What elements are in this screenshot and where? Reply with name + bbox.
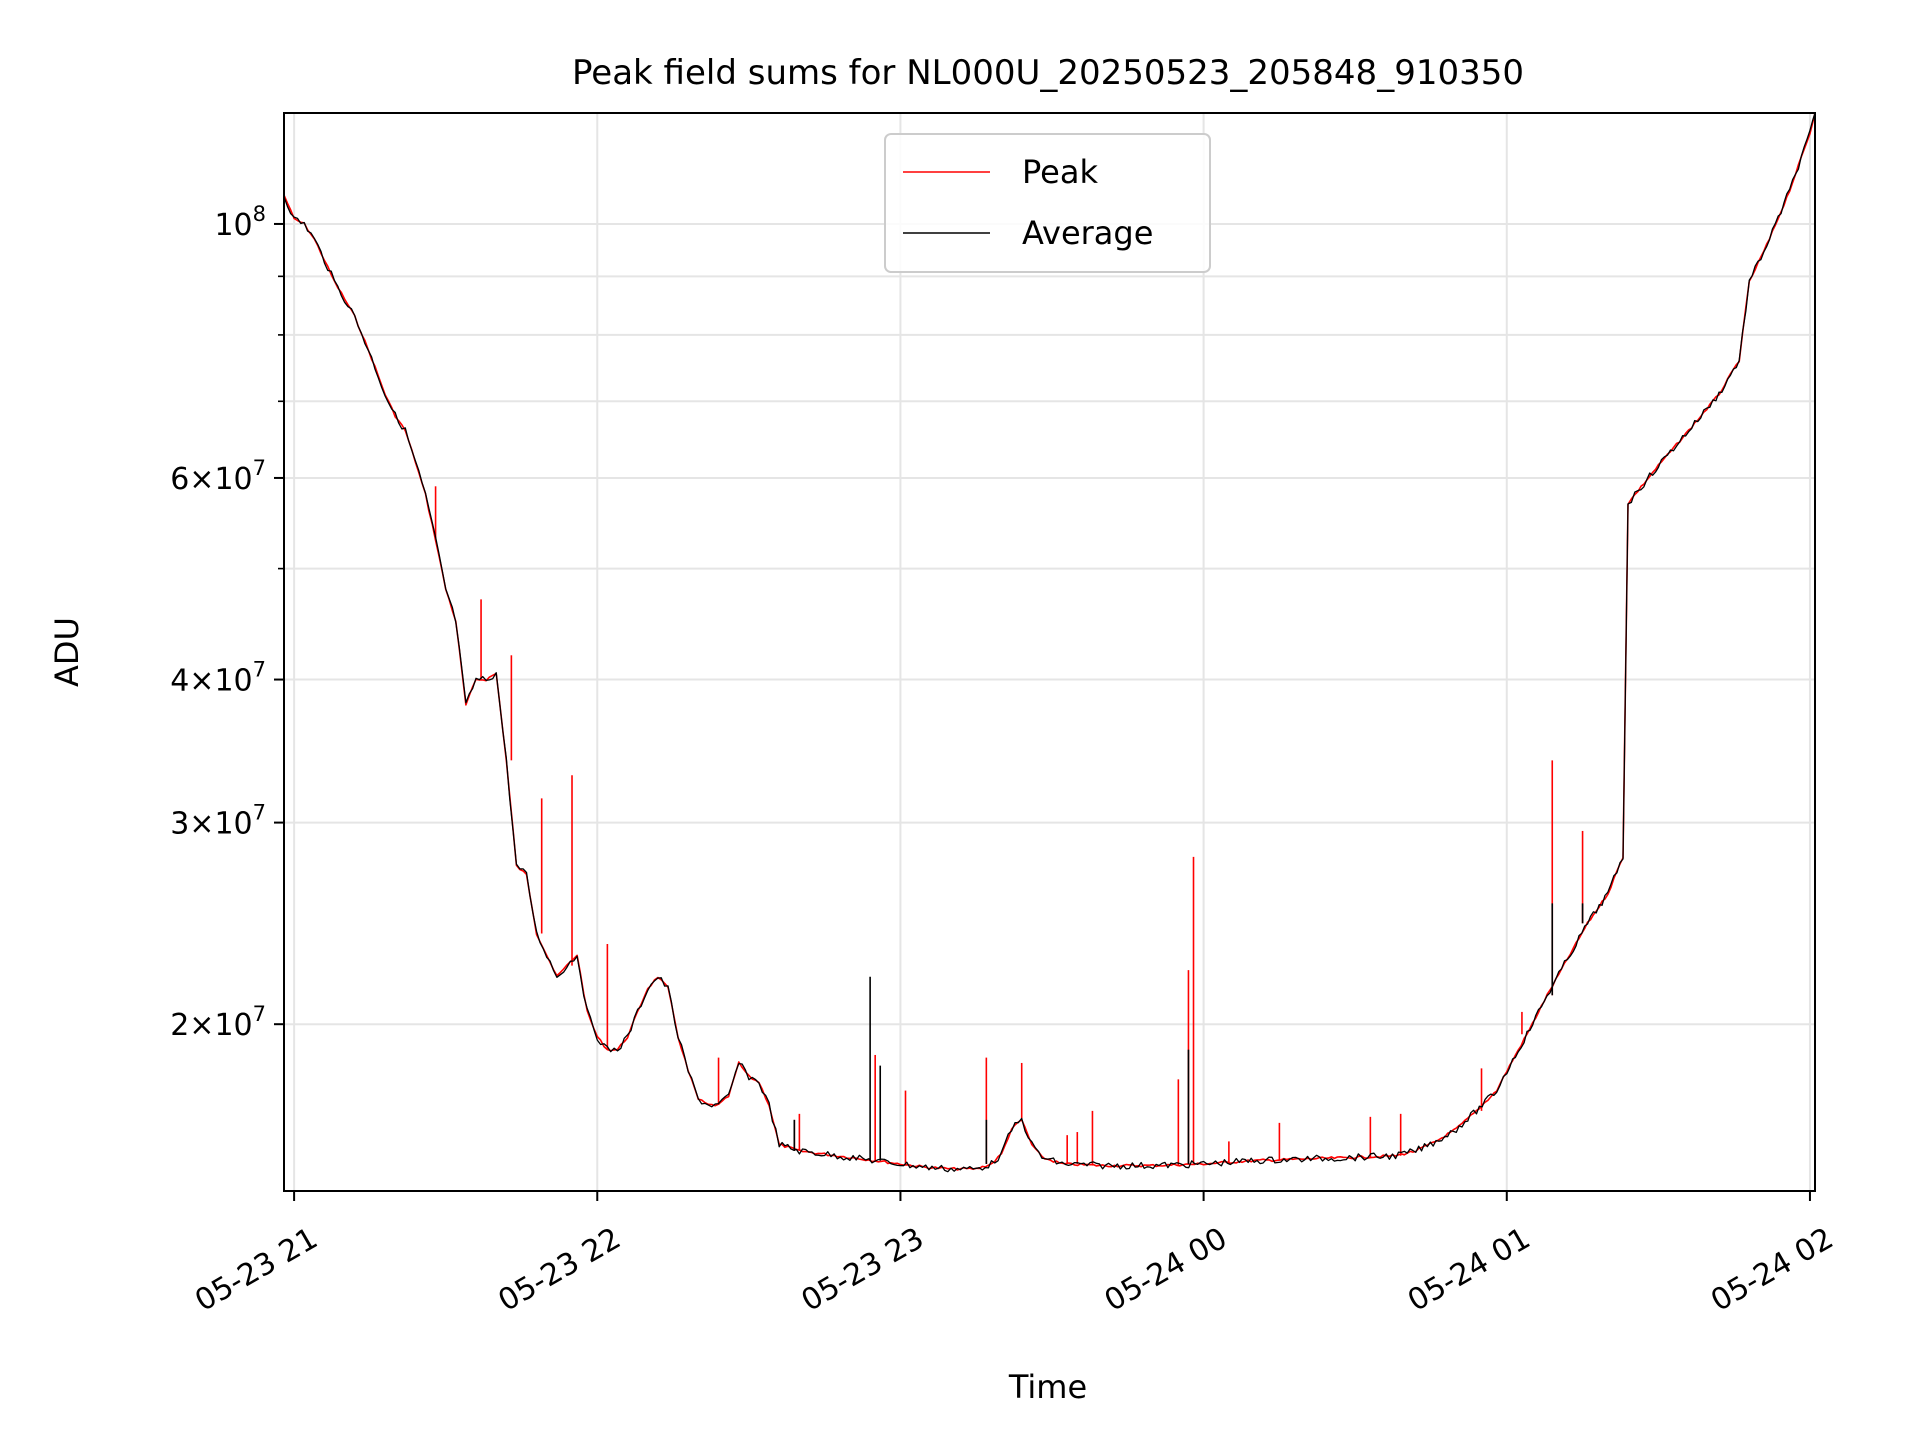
- y-tick-label: 6×107: [170, 456, 266, 497]
- y-tick-label: 108: [214, 202, 266, 243]
- legend-box: [884, 133, 1211, 273]
- legend: Peak Average: [884, 133, 1211, 273]
- y-axis: 2×107 3×107 4×107 6×107 108: [170, 202, 284, 1043]
- series-average: [284, 113, 1815, 1173]
- plot-frame: [283, 112, 1816, 1192]
- chart-title: Peak field sums for NL000U_20250523_2058…: [572, 53, 1524, 93]
- grid: [284, 113, 1815, 1191]
- legend-label-average: Average: [1022, 214, 1153, 252]
- y-axis-label: ADU: [48, 617, 86, 687]
- y-tick-label: 2×107: [170, 1002, 266, 1043]
- legend-label-peak: Peak: [1022, 153, 1098, 191]
- y-tick-label: 4×107: [170, 658, 266, 699]
- y-tick-label: 3×107: [170, 801, 266, 842]
- series-peak: [284, 113, 1815, 1171]
- x-axis-label: Time: [1008, 1368, 1087, 1406]
- series-line-average: [284, 113, 1815, 1173]
- series-layer: [284, 113, 1815, 1173]
